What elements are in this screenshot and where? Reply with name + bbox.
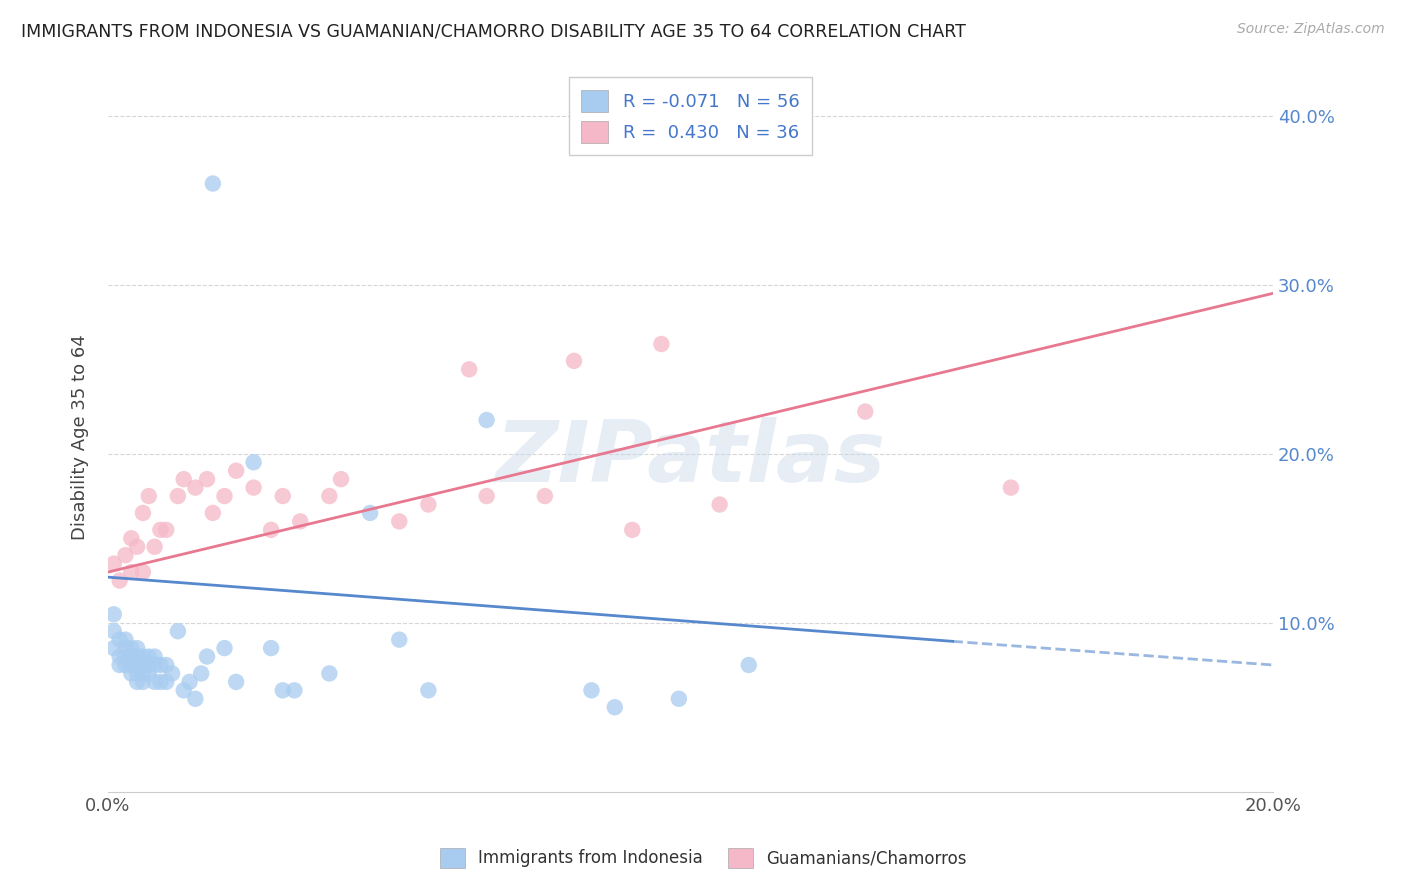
Point [138,489,160,503]
Point [132,674,155,689]
Point [214,489,236,503]
Point [138,649,160,664]
Point [621,523,644,537]
Text: Source: ZipAtlas.com: Source: ZipAtlas.com [1237,22,1385,37]
Y-axis label: Disability Age 35 to 64: Disability Age 35 to 64 [72,334,89,540]
Point [143,674,166,689]
Point [127,649,149,664]
Point [260,523,283,537]
Point [143,658,166,673]
Legend: R = -0.071   N = 56, R =  0.430   N = 36: R = -0.071 N = 56, R = 0.430 N = 36 [569,77,813,155]
Point [103,641,125,656]
Point [120,565,142,579]
Point [581,683,603,698]
Point [290,515,312,529]
Point [534,489,557,503]
Point [260,641,283,656]
Legend: Immigrants from Indonesia, Guamanians/Chamorros: Immigrants from Indonesia, Guamanians/Ch… [433,841,973,875]
Point [155,674,177,689]
Point [173,472,195,486]
Point [114,632,136,647]
Point [149,523,172,537]
Point [167,489,190,503]
Point [138,666,160,681]
Point [120,641,142,656]
Point [359,506,381,520]
Point [114,649,136,664]
Point [120,649,142,664]
Point [709,498,731,512]
Point [318,489,340,503]
Point [108,632,131,647]
Point [149,658,172,673]
Point [201,177,224,191]
Point [138,658,160,673]
Point [155,523,177,537]
Point [562,354,585,368]
Point [650,337,672,351]
Point [738,658,761,673]
Point [127,658,149,673]
Point [190,666,212,681]
Point [179,674,201,689]
Point [668,691,690,706]
Point [242,455,264,469]
Point [167,624,190,639]
Point [155,658,177,673]
Point [149,674,172,689]
Point [195,649,218,664]
Point [127,641,149,656]
Point [1000,481,1022,495]
Point [283,683,305,698]
Point [132,666,155,681]
Point [120,666,142,681]
Point [242,481,264,495]
Point [132,649,155,664]
Point [475,413,498,427]
Point [418,683,440,698]
Point [418,498,440,512]
Point [330,472,353,486]
Point [225,674,247,689]
Point [103,624,125,639]
Point [127,666,149,681]
Point [318,666,340,681]
Point [225,464,247,478]
Point [214,641,236,656]
Point [114,548,136,562]
Point [114,658,136,673]
Point [127,540,149,554]
Point [201,506,224,520]
Point [132,565,155,579]
Point [271,683,294,698]
Point [195,472,218,486]
Point [120,531,142,545]
Point [103,607,125,622]
Point [184,691,207,706]
Text: IMMIGRANTS FROM INDONESIA VS GUAMANIAN/CHAMORRO DISABILITY AGE 35 TO 64 CORRELAT: IMMIGRANTS FROM INDONESIA VS GUAMANIAN/C… [21,22,966,40]
Point [388,632,411,647]
Point [103,557,125,571]
Point [114,641,136,656]
Point [173,683,195,698]
Point [120,658,142,673]
Point [853,404,876,418]
Point [388,515,411,529]
Point [143,540,166,554]
Point [458,362,481,376]
Point [160,666,183,681]
Point [108,658,131,673]
Point [184,481,207,495]
Point [108,574,131,588]
Point [475,489,498,503]
Point [132,506,155,520]
Text: ZIPatlas: ZIPatlas [495,417,886,500]
Point [132,658,155,673]
Point [143,649,166,664]
Point [271,489,294,503]
Point [108,649,131,664]
Point [603,700,626,714]
Point [127,674,149,689]
